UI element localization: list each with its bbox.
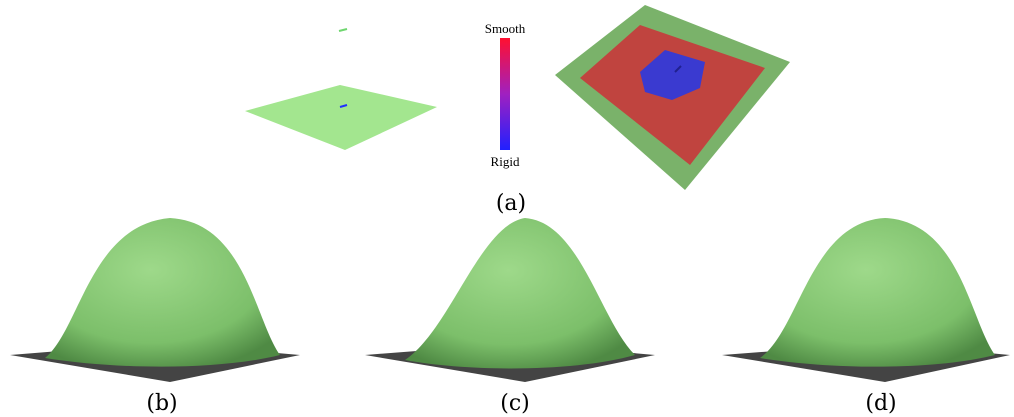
panel-label: (c) [500,391,530,416]
page: {"colorbar": {"top": "Smooth", "bottom":… [0,0,1014,417]
colorbar: Smooth Rigid [485,21,526,169]
figure: Smooth Rigid (a) (b) (c) (d) [0,0,1014,417]
stiffness-map [555,5,790,190]
plane-flat [245,29,437,150]
panel-label: (a) [496,191,526,216]
panel-label: (d) [865,391,896,416]
hill-b [10,218,300,382]
colorbar-top: Smooth [485,21,526,36]
panel-label: (b) [146,391,177,416]
colorbar-bottom: Rigid [491,154,520,169]
hill-d [722,218,1010,382]
hill-c [365,218,655,382]
